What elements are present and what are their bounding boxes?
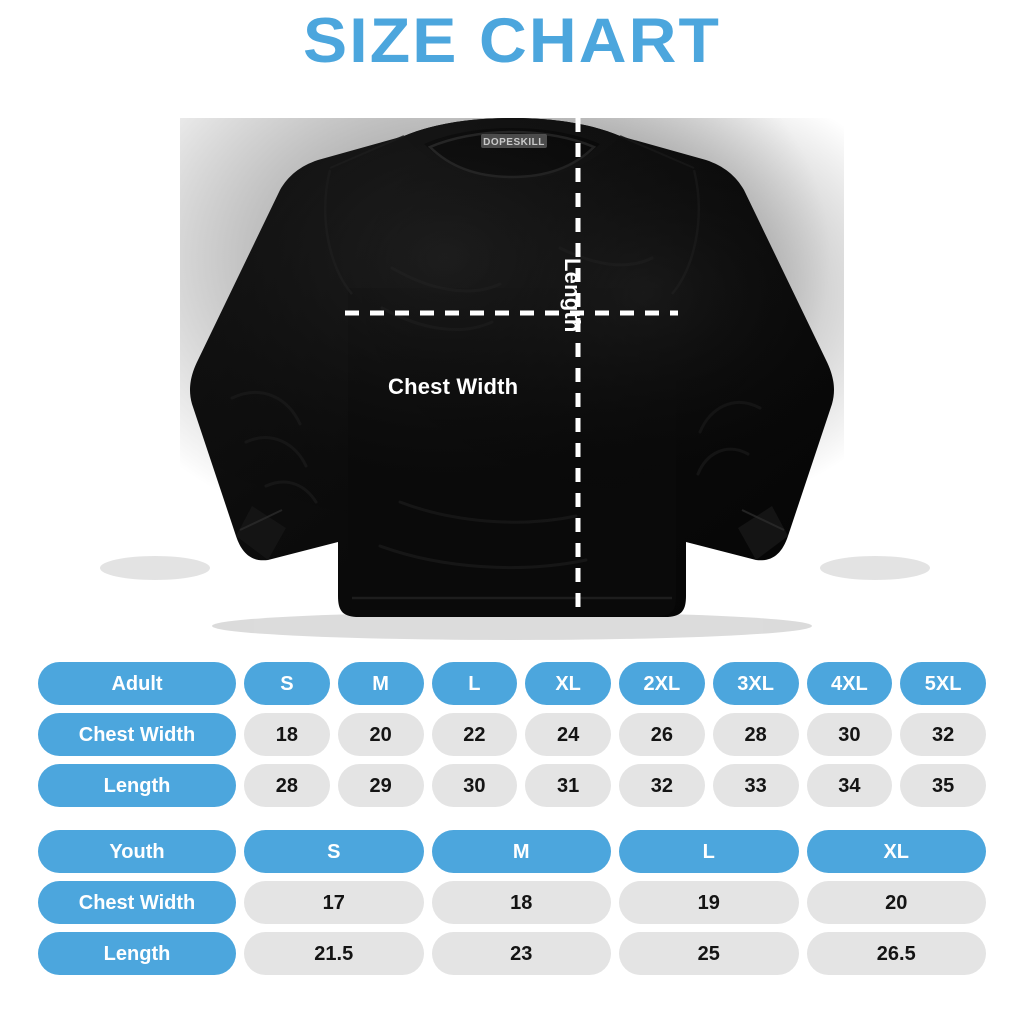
youth-chest-width-xl: 20	[806, 881, 986, 924]
neck-label: DOPESKILL	[481, 134, 547, 148]
youth-chest-width-s: 17	[244, 881, 424, 924]
adult-chest-width-label: Chest Width	[38, 713, 236, 756]
adult-size-table: Adult S M L XL 2XL 3XL 4XL 5XL Chest Wid…	[38, 662, 986, 807]
adult-chest-width-s: 18	[244, 713, 330, 756]
adult-chest-width-4xl: 30	[806, 713, 893, 756]
shirt-illustration: DOPESKILL Chest Width Length	[0, 98, 1024, 650]
adult-chest-width-m: 20	[337, 713, 424, 756]
adult-length-row: Length 28 29 30 31 32 33 34 35	[38, 764, 986, 807]
adult-size-header-2xl[interactable]: 2XL	[619, 662, 705, 705]
adult-length-2xl: 32	[619, 764, 705, 807]
youth-chest-width-row: Chest Width 17 18 19 20	[38, 881, 986, 924]
adult-length-label: Length	[38, 764, 236, 807]
adult-length-xl: 31	[525, 764, 611, 807]
youth-size-header-m[interactable]: M	[431, 830, 611, 873]
table-separator	[38, 807, 986, 830]
page-title: SIZE CHART	[303, 6, 721, 76]
adult-chest-width-2xl: 26	[619, 713, 705, 756]
adult-size-header-5xl[interactable]: 5XL	[900, 662, 986, 705]
shirt-svg: DOPESKILL	[100, 118, 930, 640]
page-title-container: SIZE CHART	[0, 8, 1024, 74]
youth-header-row: Youth S M L XL	[38, 830, 986, 873]
adult-size-header-3xl[interactable]: 3XL	[712, 662, 799, 705]
adult-size-header-m[interactable]: M	[337, 662, 424, 705]
youth-size-table: Youth S M L XL Chest Width 17 18 19 20 L…	[38, 830, 986, 975]
youth-length-row: Length 21.5 23 25 26.5	[38, 932, 986, 975]
adult-length-m: 29	[337, 764, 424, 807]
svg-text:DOPESKILL: DOPESKILL	[483, 137, 545, 148]
adult-length-4xl: 34	[806, 764, 893, 807]
size-tables: Adult S M L XL 2XL 3XL 4XL 5XL Chest Wid…	[38, 662, 986, 975]
youth-length-l: 25	[619, 932, 799, 975]
adult-size-header-l[interactable]: L	[431, 662, 518, 705]
youth-size-header-s[interactable]: S	[244, 830, 424, 873]
adult-size-header-4xl[interactable]: 4XL	[806, 662, 893, 705]
shirt-body	[180, 118, 844, 618]
adult-chest-width-xl: 24	[525, 713, 611, 756]
youth-table-title: Youth	[38, 830, 236, 873]
adult-length-l: 30	[431, 764, 518, 807]
adult-size-header-s[interactable]: S	[244, 662, 330, 705]
youth-length-xl: 26.5	[806, 932, 986, 975]
adult-length-s: 28	[244, 764, 330, 807]
adult-chest-width-l: 22	[431, 713, 518, 756]
adult-length-3xl: 33	[712, 764, 799, 807]
youth-chest-width-m: 18	[431, 881, 611, 924]
youth-length-label: Length	[38, 932, 236, 975]
youth-chest-width-l: 19	[619, 881, 799, 924]
adult-chest-width-row: Chest Width 18 20 22 24 26 28 30 32	[38, 713, 986, 756]
adult-header-row: Adult S M L XL 2XL 3XL 4XL 5XL	[38, 662, 986, 705]
measurement-guides	[345, 118, 678, 617]
youth-length-m: 23	[431, 932, 611, 975]
adult-table-title: Adult	[38, 662, 236, 705]
adult-chest-width-5xl: 32	[900, 713, 986, 756]
adult-chest-width-3xl: 28	[712, 713, 799, 756]
youth-size-header-l[interactable]: L	[619, 830, 799, 873]
adult-size-header-xl[interactable]: XL	[525, 662, 611, 705]
youth-length-s: 21.5	[244, 932, 424, 975]
youth-size-header-xl[interactable]: XL	[806, 830, 986, 873]
youth-chest-width-label: Chest Width	[38, 881, 236, 924]
adult-length-5xl: 35	[900, 764, 986, 807]
